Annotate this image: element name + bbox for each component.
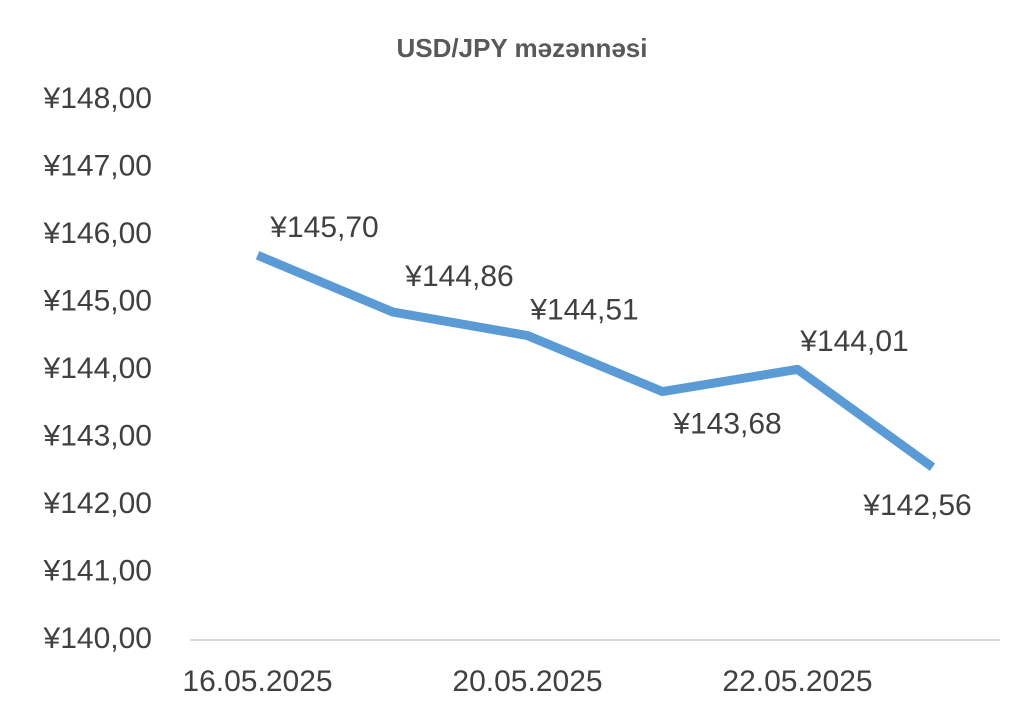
y-tick-label: ¥142,00	[43, 487, 152, 520]
data-label: ¥145,70	[269, 211, 378, 244]
y-tick-label: ¥144,00	[43, 352, 152, 385]
y-tick-label: ¥143,00	[43, 419, 152, 452]
y-tick-label: ¥145,00	[43, 284, 152, 317]
data-label: ¥144,51	[529, 293, 638, 326]
data-label: ¥144,86	[404, 260, 513, 293]
x-tick-label: 16.05.2025	[182, 665, 332, 698]
y-tick-label: ¥147,00	[43, 149, 152, 182]
y-tick-label: ¥148,00	[43, 82, 152, 115]
x-tick-label: 20.05.2025	[452, 665, 602, 698]
data-label: ¥144,01	[799, 325, 908, 358]
y-tick-label: ¥140,00	[43, 622, 152, 655]
line-series	[255, 251, 936, 471]
chart-title: USD/JPY məzənnəsi	[397, 33, 648, 63]
x-tick-label: 22.05.2025	[722, 665, 872, 698]
y-tick-label: ¥141,00	[43, 554, 152, 587]
y-tick-label: ¥146,00	[43, 217, 152, 250]
data-label: ¥143,68	[672, 408, 781, 441]
data-label: ¥142,56	[862, 489, 971, 522]
